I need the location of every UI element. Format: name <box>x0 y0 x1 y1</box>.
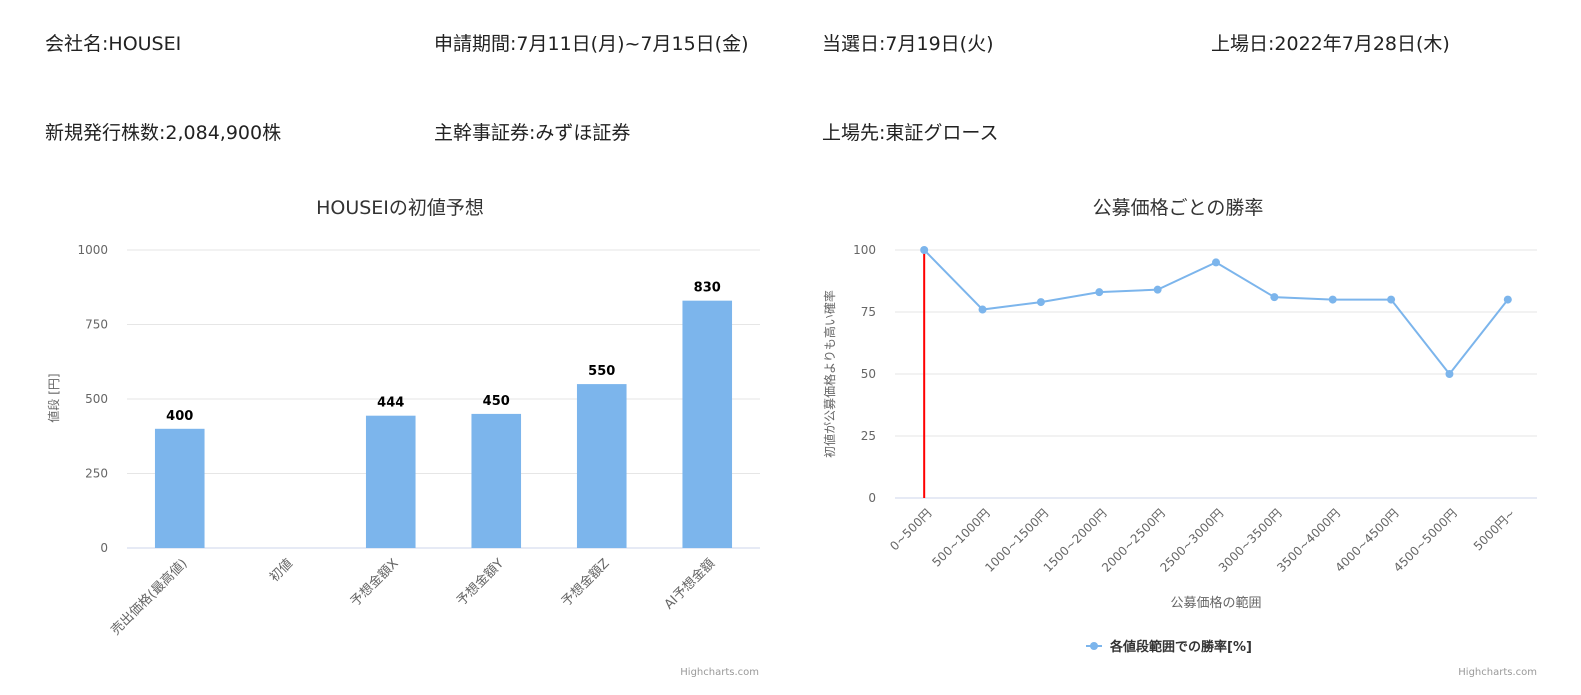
left-bar[interactable] <box>682 300 733 548</box>
right-x-tick-label: 5000円~ <box>1471 506 1518 553</box>
left-y-tick-label: 250 <box>85 467 108 481</box>
right-y-tick-label: 100 <box>853 243 876 257</box>
left-bars: 400 444 450 550 830 <box>154 281 733 548</box>
right-y-tick-label: 50 <box>861 367 876 381</box>
left-bar[interactable] <box>365 415 416 548</box>
left-x-tick-label: 予想金額Y <box>453 555 507 609</box>
series-point[interactable] <box>1328 295 1337 304</box>
application-period: 申請期間:7月11日(月)~7月15日(金) <box>434 33 749 55</box>
left-y-tick-label: 500 <box>85 392 108 406</box>
series-point[interactable] <box>920 246 929 254</box>
left-x-tick-label: 売出価格(最高値) <box>108 556 191 639</box>
series-point[interactable] <box>1036 298 1045 307</box>
left-x-tick-label: 予想金額X <box>347 555 401 609</box>
company-name: 会社名:HOUSEI <box>45 33 182 55</box>
left-bar-data-label: 550 <box>588 364 615 379</box>
right-credits[interactable]: Highcharts.com <box>1458 667 1537 678</box>
left-credits[interactable]: Highcharts.com <box>680 667 759 678</box>
right-x-tick-label: 4500~5000円 <box>1391 506 1460 575</box>
right-chart-title: 公募価格ごとの勝率 <box>1093 197 1264 219</box>
left-x-tick-label: 初値 <box>266 556 296 586</box>
right-y-tick-label: 25 <box>861 429 876 443</box>
left-x-tick-label: AI予想金額 <box>661 556 718 613</box>
left-bar-data-label: 444 <box>377 396 404 411</box>
right-series <box>920 246 1512 378</box>
listing-market: 上場先:東証グロース <box>822 122 999 144</box>
left-y-tick-label: 750 <box>85 318 108 332</box>
right-x-axis-labels: 0~500円500~1000円1000~1500円1500~2000円2000~… <box>887 506 1518 575</box>
series-point[interactable] <box>1445 370 1454 378</box>
right-y-tick-label: 0 <box>868 491 876 505</box>
left-bar[interactable] <box>154 428 205 548</box>
left-chart-title: HOUSEIの初値予想 <box>316 197 484 219</box>
right-y-axis-label: 初値が公募価格よりも高い確率 <box>822 290 837 458</box>
right-legend[interactable]: 各値段範囲での勝率[%] <box>1086 639 1252 655</box>
left-y-tick-label: 0 <box>100 541 108 555</box>
ipo-price-forecast-chart: HOUSEIの初値予想 値段 [円] 0 250 500 750 1000 400 444… <box>46 197 760 678</box>
series-point[interactable] <box>1503 295 1512 304</box>
right-x-axis-label: 公募価格の範囲 <box>1170 595 1261 611</box>
legend-marker-symbol <box>1090 642 1098 650</box>
lead-underwriter: 主幹事証券:みずほ証券 <box>434 122 631 144</box>
left-bar-data-label: 400 <box>166 409 193 424</box>
legend-item-label[interactable]: 各値段範囲での勝率[%] <box>1109 639 1252 655</box>
left-grid: 0 250 500 750 1000 <box>77 243 760 555</box>
listing-date: 上場日:2022年7月28日(木) <box>1211 33 1450 55</box>
right-x-tick-label: 0~500円 <box>887 506 934 553</box>
series-point[interactable] <box>1387 295 1396 304</box>
right-y-tick-label: 75 <box>861 305 876 319</box>
win-date: 当選日:7月19日(火) <box>822 33 994 55</box>
left-bar-data-label: 830 <box>694 281 721 296</box>
win-rate-chart: 公募価格ごとの勝率 初値が公募価格よりも高い確率 公募価格の範囲 0 25 50 75… <box>822 197 1537 678</box>
right-x-tick-label: 500~1000円 <box>929 506 992 569</box>
left-bar-data-label: 450 <box>483 394 510 409</box>
left-bar[interactable] <box>576 384 627 548</box>
new-shares: 新規発行株数:2,084,900株 <box>45 122 282 144</box>
series-point[interactable] <box>1095 288 1104 297</box>
series-point[interactable] <box>978 305 987 314</box>
series-point[interactable] <box>1270 293 1279 302</box>
left-bar[interactable] <box>471 413 522 548</box>
right-grid: 0 25 50 75 100 <box>853 243 1537 505</box>
series-point[interactable] <box>1153 285 1162 294</box>
left-y-axis-label: 値段 [円] <box>46 373 61 422</box>
left-x-tick-label: 予想金額Z <box>558 555 612 609</box>
left-x-axis-labels: 売出価格(最高値) 初値 予想金額X 予想金額Y 予想金額Z AI予想金額 <box>108 555 718 638</box>
left-y-tick-label: 1000 <box>77 243 108 257</box>
series-point[interactable] <box>1212 258 1220 267</box>
